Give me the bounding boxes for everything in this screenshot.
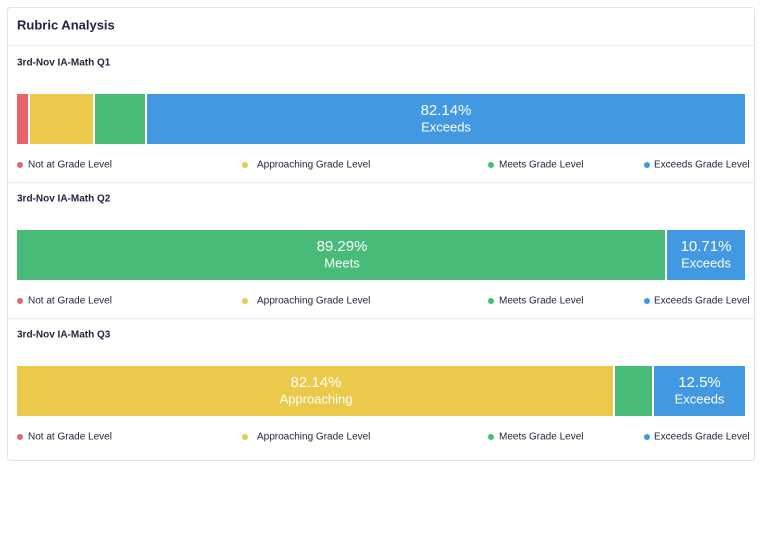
- bar-segment: [17, 94, 29, 144]
- legend-dot: [242, 434, 248, 440]
- legend-label: Not at Grade Level: [28, 296, 112, 307]
- segment-value-label: 12.5%: [678, 374, 721, 391]
- legend-dot: [17, 162, 23, 168]
- legend-label: Meets Grade Level: [499, 432, 584, 443]
- bar-segment: [667, 230, 745, 280]
- card-title: Rubric Analysis: [17, 17, 115, 32]
- legend-label: Not at Grade Level: [28, 160, 112, 171]
- segment-name-label: Meets: [324, 255, 360, 270]
- legend-dot: [644, 434, 650, 440]
- bar-segment: [17, 366, 613, 416]
- legend-label: Approaching Grade Level: [257, 160, 370, 171]
- chart-title: 3rd-Nov IA-Math Q1: [17, 58, 111, 69]
- legend-dot: [644, 298, 650, 304]
- legend-dot: [242, 298, 248, 304]
- legend-dot: [488, 298, 494, 304]
- segment-name-label: Approaching: [279, 391, 352, 406]
- legend-label: Exceeds Grade Level: [654, 296, 750, 307]
- bar-segment: [17, 230, 666, 280]
- bar-segment: [654, 366, 745, 416]
- legend-label: Approaching Grade Level: [257, 432, 370, 443]
- legend-label: Exceeds Grade Level: [654, 160, 750, 171]
- chart-title: 3rd-Nov IA-Math Q3: [17, 330, 111, 341]
- legend-dot: [488, 162, 494, 168]
- legend-dot: [17, 434, 23, 440]
- legend-label: Meets Grade Level: [499, 296, 584, 307]
- segment-name-label: Exceeds: [421, 119, 471, 134]
- segment-name-label: Exceeds: [675, 391, 725, 406]
- legend-dot: [17, 298, 23, 304]
- bar-segment: [30, 94, 94, 144]
- chart-title: 3rd-Nov IA-Math Q2: [17, 194, 111, 205]
- bar-segment: [614, 366, 652, 416]
- legend-label: Not at Grade Level: [28, 432, 112, 443]
- bar-segment: [147, 94, 745, 144]
- segment-value-label: 10.71%: [681, 238, 732, 255]
- legend-label: Meets Grade Level: [499, 160, 584, 171]
- legend-dot: [644, 162, 650, 168]
- legend-label: Exceeds Grade Level: [654, 432, 750, 443]
- legend-label: Approaching Grade Level: [257, 296, 370, 307]
- segment-value-label: 82.14%: [421, 102, 472, 119]
- bar-segment: [95, 94, 146, 144]
- segment-value-label: 82.14%: [291, 374, 342, 391]
- legend-dot: [242, 162, 248, 168]
- segment-name-label: Exceeds: [681, 255, 731, 270]
- segment-value-label: 89.29%: [317, 238, 368, 255]
- legend-dot: [488, 434, 494, 440]
